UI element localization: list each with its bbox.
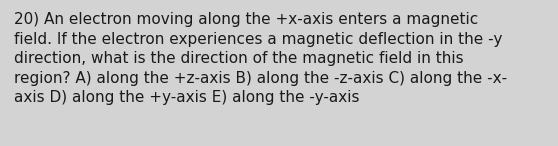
Text: 20) An electron moving along the +x-axis enters a magnetic
field. If the electro: 20) An electron moving along the +x-axis… [14,12,507,105]
